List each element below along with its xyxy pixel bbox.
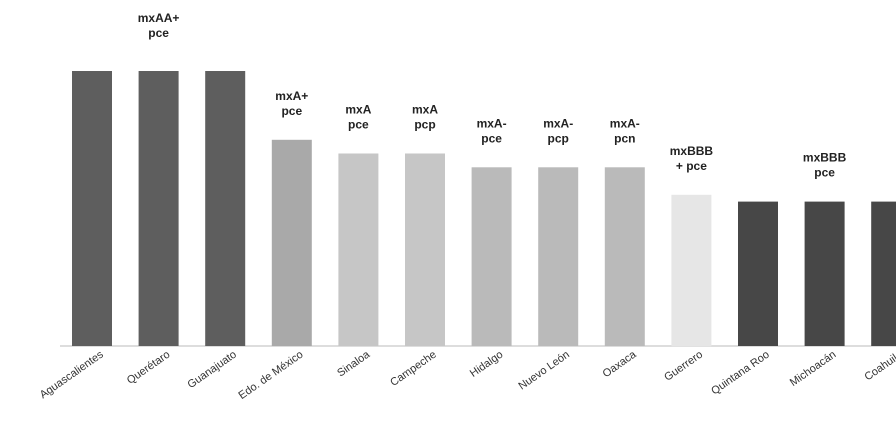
rating-label: pce (148, 26, 169, 40)
rating-label: pce (481, 131, 502, 145)
bar (205, 71, 246, 346)
category-tick-label: Aguascalientes (38, 348, 106, 401)
bar (738, 201, 778, 346)
rating-label: mxBBB (803, 151, 847, 165)
rating-label: mxAA+ (138, 11, 180, 25)
rating-label: pce (348, 118, 369, 132)
category-tick-label: Sinaloa (335, 348, 373, 379)
bar (405, 153, 445, 346)
bar (338, 153, 379, 346)
rating-label: mxA (345, 103, 371, 117)
bar (804, 201, 845, 346)
rating-label: mxA+ (275, 89, 308, 103)
bar (538, 167, 579, 347)
rating-label: pcp (414, 118, 435, 132)
category-tick-label: Oaxaca (601, 348, 640, 380)
category-tick-label: Guanajuato (185, 349, 238, 391)
rating-label: mxBBB (670, 144, 714, 158)
rating-label: pce (281, 104, 302, 118)
category-tick-label: Guerrero (662, 349, 705, 384)
category-tick-label: Coahuila (862, 348, 896, 383)
bar (604, 167, 645, 347)
bar (72, 71, 112, 346)
bars-group (72, 71, 896, 347)
category-tick-label: Querétaro (125, 349, 172, 387)
bar (271, 139, 312, 347)
category-tick-label: Edo. de México (237, 349, 306, 402)
category-tick-label: Hidalgo (468, 349, 505, 380)
rating-label: pcp (548, 131, 569, 145)
rating-label: mxA- (610, 116, 640, 130)
category-tick-label: Campeche (388, 349, 438, 389)
category-tick-label: Michoacán (788, 349, 838, 389)
bar (671, 194, 712, 347)
rating-label: pcn (614, 131, 635, 145)
rating-label: + pce (676, 159, 707, 173)
rating-label: mxA (412, 103, 438, 117)
category-tick-label: Nuevo León (516, 349, 571, 393)
bar (471, 167, 512, 347)
rating-label: mxA- (543, 116, 573, 130)
bar (138, 71, 179, 346)
rating-label: mxA- (477, 116, 507, 130)
bar (871, 201, 896, 346)
rating-label: pce (814, 166, 835, 180)
category-tick-label: Quintana Roo (709, 349, 771, 398)
